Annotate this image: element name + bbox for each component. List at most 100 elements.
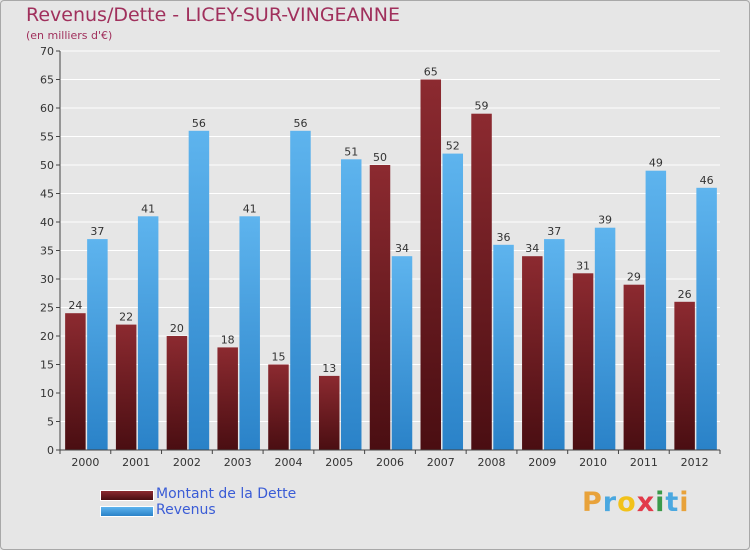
y-tick-label: 10 xyxy=(40,387,54,400)
legend-label-dette: Montant de la Dette xyxy=(156,486,297,502)
data-label-revenus-2008: 36 xyxy=(497,231,511,244)
logo-letter: r xyxy=(602,487,618,518)
bar-revenus-2009 xyxy=(544,239,565,450)
axes xyxy=(59,51,720,451)
data-label-dette-2001: 22 xyxy=(119,311,133,324)
y-tick-label: 65 xyxy=(40,74,54,87)
legend-label-revenus: Revenus xyxy=(156,502,216,518)
data-label-dette-2009: 34 xyxy=(525,242,539,255)
y-tick-label: 30 xyxy=(40,273,54,286)
y-tick-label: 70 xyxy=(40,45,54,58)
legend-swatch-dette xyxy=(100,490,154,501)
bar-dette-2000 xyxy=(65,313,86,450)
bar-dette-2006 xyxy=(369,165,391,450)
y-tick-label: 40 xyxy=(40,216,54,229)
bar-dette-2004 xyxy=(268,364,289,450)
data-label-revenus-2000: 37 xyxy=(90,225,104,238)
bar-revenus-2010 xyxy=(594,227,616,450)
bar-dette-2003 xyxy=(217,347,238,450)
x-tick-label: 2005 xyxy=(325,456,353,469)
data-label-revenus-2010: 39 xyxy=(598,214,612,227)
bars xyxy=(65,79,717,451)
bar-dette-2010 xyxy=(572,273,594,450)
chart-subtitle: (en milliers d'€) xyxy=(26,29,113,42)
bar-dette-2001 xyxy=(115,324,137,450)
bar-revenus-2008 xyxy=(493,244,514,450)
data-label-revenus-2009: 37 xyxy=(547,225,561,238)
proxiti-logo: Proxiti xyxy=(582,487,690,518)
y-tick-label: 35 xyxy=(40,245,54,258)
data-label-dette-2008: 59 xyxy=(475,100,489,113)
x-tick-label: 2000 xyxy=(71,456,99,469)
bar-dette-2008 xyxy=(471,113,492,450)
x-tick-label: 2002 xyxy=(173,456,201,469)
bar-revenus-2000 xyxy=(87,239,108,450)
data-label-dette-2011: 29 xyxy=(627,271,641,284)
data-label-dette-2003: 18 xyxy=(221,333,235,346)
y-tick-label: 60 xyxy=(40,102,54,115)
bar-dette-2011 xyxy=(623,284,645,450)
bar-revenus-2003 xyxy=(239,216,260,450)
data-label-dette-2007: 65 xyxy=(424,66,438,79)
logo-letter: i xyxy=(679,487,690,518)
logo-letter: P xyxy=(582,487,603,518)
data-label-dette-2000: 24 xyxy=(68,299,82,312)
bar-revenus-2006 xyxy=(391,256,413,450)
bar-dette-2007 xyxy=(420,79,442,450)
legend-swatch-revenus xyxy=(100,506,154,517)
logo-letter: x xyxy=(636,487,656,518)
data-label-dette-2002: 20 xyxy=(170,322,184,335)
y-tick-label: 25 xyxy=(40,302,54,315)
y-tick-label: 55 xyxy=(40,131,54,144)
bar-revenus-2005 xyxy=(340,159,362,451)
bar-revenus-2012 xyxy=(696,187,717,451)
bar-dette-2002 xyxy=(166,336,188,450)
x-tick-label: 2006 xyxy=(376,456,404,469)
y-tick-label: 0 xyxy=(47,444,54,457)
x-tick-label: 2007 xyxy=(427,456,455,469)
bar-dette-2009 xyxy=(522,256,543,450)
logo-letter: o xyxy=(617,487,637,518)
x-axis-ticks: 2000 2001 2002 2003 2004 2005 2006 2007 2008 2009… xyxy=(59,450,721,469)
bar-dette-2005 xyxy=(318,375,340,450)
x-tick-label: 2003 xyxy=(224,456,252,469)
chart-title: Revenus/Dette - LICEY-SUR-VINGEANNE xyxy=(26,4,400,26)
data-label-revenus-2006: 34 xyxy=(395,242,409,255)
x-tick-label: 2004 xyxy=(274,456,302,469)
y-axis-ticks: 0 5 10 15 20 25 30 35 40 45 50 55 60 65 70 xyxy=(40,45,60,457)
bar-revenus-2001 xyxy=(137,216,159,450)
data-label-revenus-2007: 52 xyxy=(446,140,460,153)
x-tick-label: 2001 xyxy=(122,456,150,469)
y-tick-label: 20 xyxy=(40,330,54,343)
y-tick-label: 45 xyxy=(40,188,54,201)
data-label-dette-2005: 13 xyxy=(322,362,336,375)
data-labels: 24 37 22 41 20 56 18 41 15 56 13 51 50 34 65 52 59 36 34 37… xyxy=(68,66,713,375)
data-label-dette-2006: 50 xyxy=(373,151,387,164)
y-tick-label: 50 xyxy=(40,159,54,172)
x-tick-label: 2011 xyxy=(630,456,658,469)
x-tick-label: 2010 xyxy=(579,456,607,469)
data-label-revenus-2005: 51 xyxy=(344,145,358,158)
data-label-revenus-2001: 41 xyxy=(141,202,155,215)
x-tick-label: 2008 xyxy=(478,456,506,469)
logo-letter: i xyxy=(655,487,666,518)
data-label-dette-2004: 15 xyxy=(271,351,285,364)
bar-revenus-2002 xyxy=(188,130,210,451)
bar-revenus-2004 xyxy=(290,130,311,451)
data-label-revenus-2003: 41 xyxy=(243,202,257,215)
data-label-dette-2010: 31 xyxy=(576,259,590,272)
data-label-revenus-2012: 46 xyxy=(700,174,714,187)
y-tick-label: 5 xyxy=(47,416,54,429)
logo-letter: t xyxy=(665,487,680,518)
data-label-revenus-2004: 56 xyxy=(293,117,307,130)
x-tick-label: 2009 xyxy=(528,456,556,469)
bar-revenus-2011 xyxy=(645,170,667,450)
bar-revenus-2007 xyxy=(442,153,464,450)
x-tick-label: 2012 xyxy=(681,456,709,469)
data-label-dette-2012: 26 xyxy=(678,288,692,301)
y-tick-label: 15 xyxy=(40,359,54,372)
data-label-revenus-2002: 56 xyxy=(192,117,206,130)
bar-dette-2012 xyxy=(674,301,695,450)
data-label-revenus-2011: 49 xyxy=(649,157,663,170)
